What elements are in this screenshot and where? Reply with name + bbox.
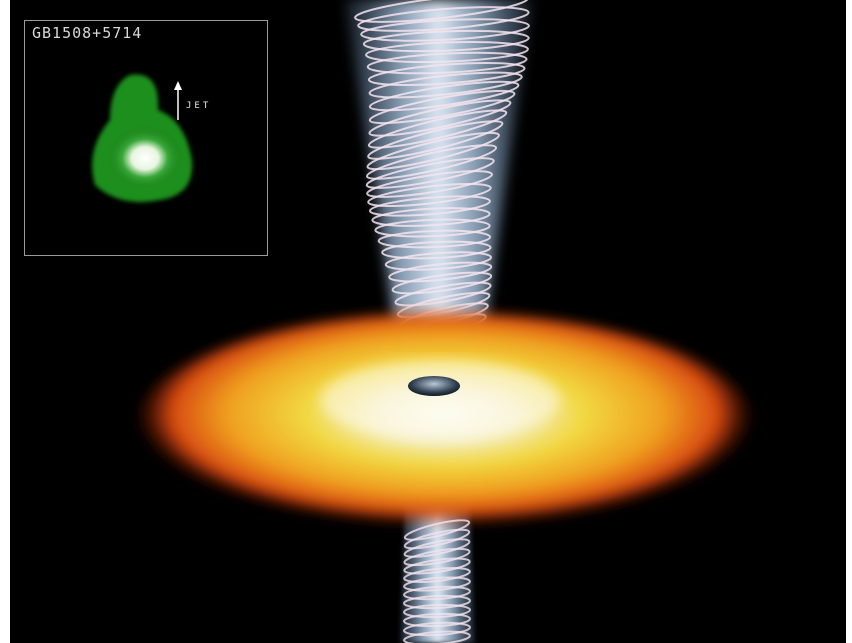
- coil: [403, 585, 471, 601]
- coil: [403, 603, 471, 619]
- coil: [369, 195, 491, 217]
- coil: [403, 519, 471, 541]
- coil: [365, 40, 529, 64]
- coil: [365, 157, 495, 189]
- coil: [388, 261, 493, 283]
- coil: [368, 99, 512, 137]
- lower-coils: [403, 519, 471, 643]
- coil: [367, 109, 508, 149]
- coil: [394, 281, 492, 307]
- coil: [368, 71, 523, 99]
- coil: [381, 240, 492, 260]
- coil: [371, 207, 491, 227]
- coil: [360, 18, 530, 42]
- coil: [403, 621, 471, 637]
- jet-label: JET: [186, 101, 211, 111]
- coil: [367, 120, 504, 160]
- coil: [403, 576, 471, 592]
- coil: [403, 528, 471, 550]
- coil: [391, 271, 493, 295]
- coil: [377, 229, 492, 249]
- blob-core: [107, 123, 183, 187]
- coil: [403, 547, 471, 567]
- coil: [403, 538, 471, 558]
- coil: [354, 0, 529, 23]
- magnetic-coils: [354, 0, 530, 372]
- coil: [403, 567, 471, 583]
- coil: [357, 6, 530, 32]
- black-hole: [408, 376, 460, 396]
- coil: [366, 131, 500, 171]
- coil: [403, 630, 471, 643]
- coil: [403, 594, 471, 610]
- coil: [367, 182, 492, 208]
- coil: [403, 557, 471, 575]
- coil: [368, 89, 516, 125]
- coil: [362, 29, 530, 53]
- coil: [384, 251, 492, 271]
- coil: [365, 144, 498, 180]
- coil: [368, 80, 520, 112]
- inset-title: GB1508+5714: [32, 24, 142, 42]
- coil: [374, 218, 491, 238]
- coil: [403, 612, 471, 628]
- coil: [366, 170, 493, 198]
- coil: [366, 51, 528, 75]
- coil: [367, 61, 526, 87]
- disk-core: [320, 360, 560, 440]
- jet-arrow-head: [174, 81, 182, 90]
